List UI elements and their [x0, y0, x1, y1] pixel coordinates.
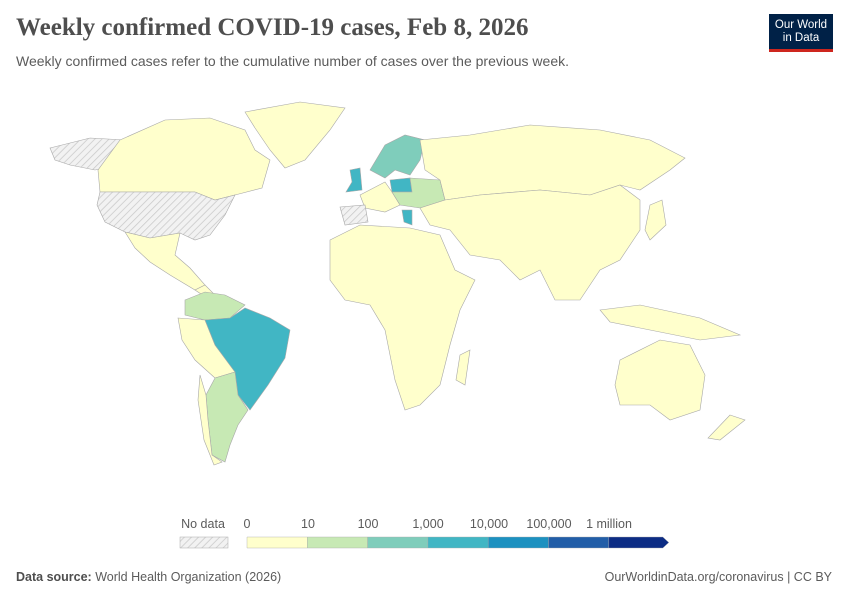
legend-tick-10000: 10,000 — [469, 517, 509, 531]
world-map[interactable] — [0, 95, 850, 495]
legend-bin-6[interactable] — [608, 536, 670, 549]
legend-bin-1[interactable] — [307, 536, 368, 549]
country-spain[interactable] — [339, 204, 369, 226]
legend-bin-4[interactable] — [488, 536, 549, 549]
legend-bin-3[interactable] — [427, 536, 489, 549]
data-source-value: World Health Organization (2026) — [95, 570, 282, 584]
legend-tick-0: 0 — [243, 517, 251, 531]
data-source-label: Data source: — [16, 570, 92, 584]
chart-title: Weekly confirmed COVID-19 cases, Feb 8, … — [16, 14, 529, 41]
country-brazil[interactable] — [204, 307, 291, 411]
country-colombia-venezuela[interactable] — [184, 291, 246, 321]
legend-bin-2[interactable] — [367, 536, 429, 549]
country-scandinavia[interactable] — [369, 134, 426, 179]
country-united-states[interactable] — [96, 191, 236, 241]
data-source: Data source: World Health Organization (… — [16, 570, 281, 584]
country-japan[interactable] — [644, 199, 667, 241]
country-madagascar[interactable] — [455, 349, 471, 386]
legend-tick-1000: 1,000 — [412, 517, 444, 531]
country-asia[interactable] — [419, 184, 641, 301]
country-mexico[interactable] — [124, 231, 206, 291]
country-australia[interactable] — [614, 339, 706, 421]
country-poland[interactable] — [389, 177, 413, 193]
legend-tick-10: 10 — [301, 517, 315, 531]
country-united-kingdom[interactable] — [345, 167, 363, 193]
legend-no-data-swatch — [179, 536, 229, 549]
legend-tick-1million: 1 million — [586, 517, 632, 531]
legend-tick-100: 100 — [357, 517, 379, 531]
country-greenland[interactable] — [244, 101, 346, 169]
country-new-zealand[interactable] — [707, 414, 746, 441]
legend-no-data-label: No data — [181, 517, 225, 531]
chart-subtitle: Weekly confirmed cases refer to the cumu… — [16, 53, 569, 69]
legend-color-bar — [179, 536, 670, 549]
source-link[interactable]: OurWorldinData.org/coronavirus | CC BY — [604, 570, 832, 584]
legend-bin-0[interactable] — [246, 536, 308, 549]
country-canada[interactable] — [97, 117, 271, 201]
country-southeast-asia-islands[interactable] — [599, 304, 742, 341]
owid-logo[interactable]: Our World in Data — [769, 14, 833, 52]
country-africa[interactable] — [329, 224, 476, 411]
country-greece[interactable] — [401, 209, 413, 226]
country-russia[interactable] — [419, 124, 686, 201]
legend-bin-5[interactable] — [548, 536, 609, 549]
country-chile[interactable] — [197, 374, 223, 466]
legend-tick-100000: 100,000 — [526, 517, 572, 531]
